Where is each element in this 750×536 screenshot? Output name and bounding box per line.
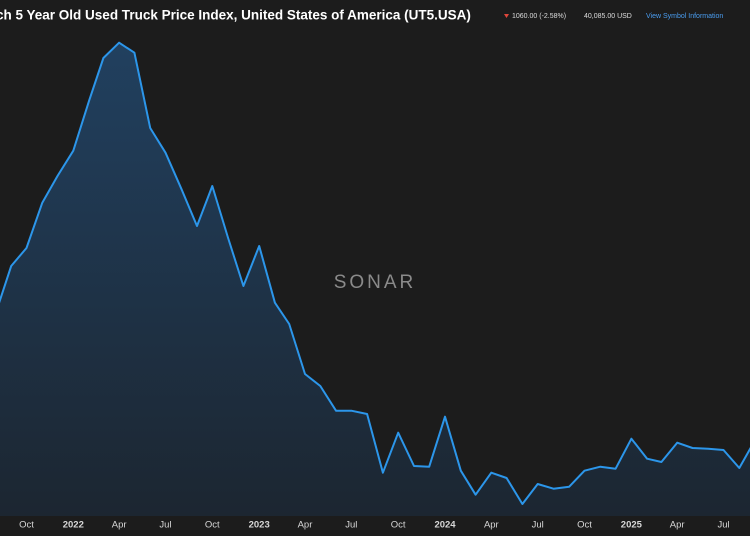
x-tick-label: 2023: [249, 520, 270, 531]
x-tick-label: Oct: [19, 520, 34, 531]
watermark: SONAR: [334, 272, 417, 293]
x-tick-label: Apr: [670, 520, 685, 531]
change: 1060.00 (-2.58%): [512, 13, 566, 20]
chart-title: ch 5 Year Old Used Truck Price Index, Un…: [0, 8, 471, 23]
x-tick-label: Oct: [205, 520, 220, 531]
x-tick-label: Apr: [484, 520, 499, 531]
x-tick-label: Jul: [159, 520, 171, 531]
x-tick-label: Apr: [298, 520, 313, 531]
x-axis: Oct 2022 Apr Jul Oct 2023 Apr Jul Oct 2024 Apr Jul O…: [19, 520, 730, 531]
symbol-link[interactable]: View Symbol Information: [646, 13, 723, 20]
price: 40,085.00 USD: [584, 13, 632, 20]
x-tick-label: Jul: [345, 520, 357, 531]
x-tick-label: Jul: [532, 520, 544, 531]
x-tick-label: 2024: [434, 520, 456, 531]
area-fill: [0, 42, 750, 516]
x-tick-label: Jul: [717, 520, 729, 531]
x-tick-label: Oct: [577, 520, 592, 531]
price-line: [0, 41, 750, 505]
down-arrow: [504, 14, 509, 18]
x-tick-label: 2025: [621, 520, 643, 531]
x-tick-label: Apr: [112, 520, 127, 531]
plot-area: [0, 41, 750, 516]
x-tick-label: Oct: [391, 520, 406, 531]
x-tick-label: 2022: [63, 520, 84, 531]
